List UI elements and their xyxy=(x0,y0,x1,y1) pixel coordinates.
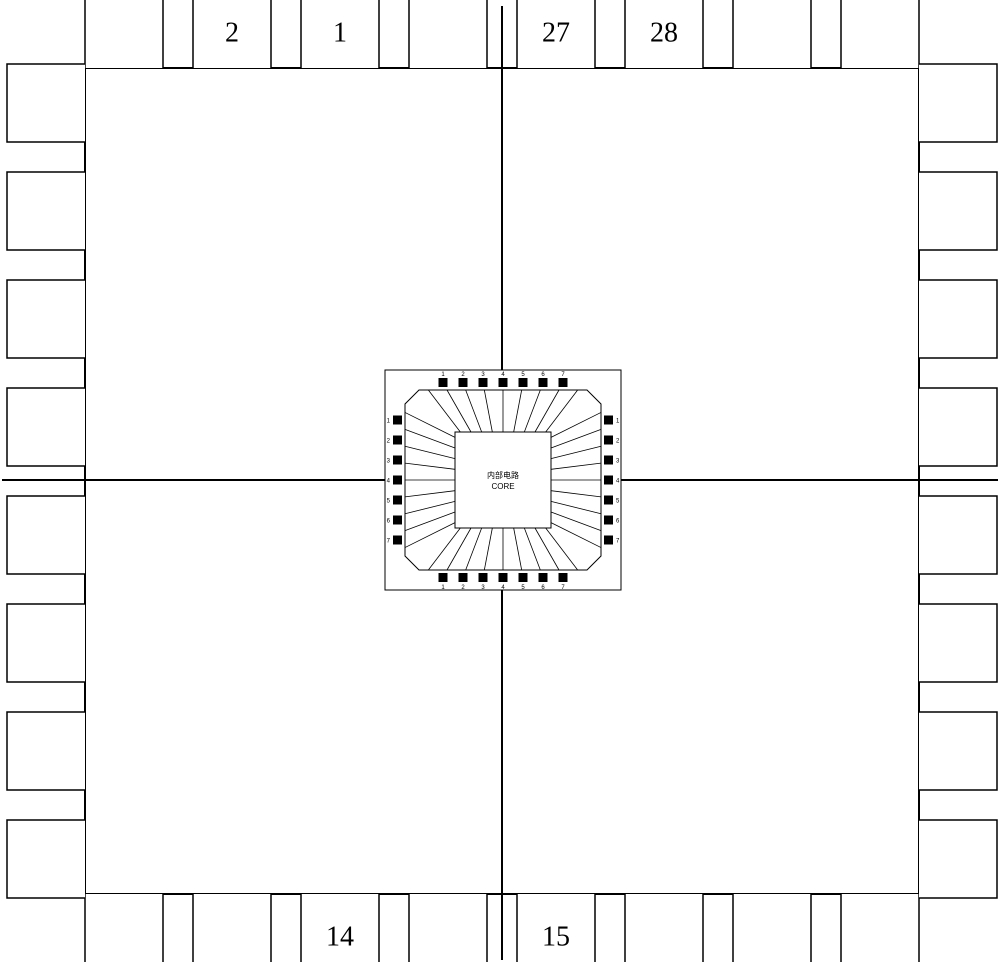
outer-pad-bottom-8 xyxy=(841,894,919,962)
outer-pad-top-4 xyxy=(409,0,487,68)
outer-pad-right-1 xyxy=(919,64,997,142)
outer-pad-left-2 xyxy=(7,172,85,250)
outer-pad-right-3 xyxy=(919,280,997,358)
die-core xyxy=(455,432,551,528)
die-pad-left-2 xyxy=(393,436,402,445)
outer-pad-bottom-6 xyxy=(625,894,703,962)
die-pad-right-2 xyxy=(604,436,613,445)
outer-pad-left-4 xyxy=(7,388,85,466)
die-pad-bottom-3 xyxy=(479,573,488,582)
die-pad-top-3 xyxy=(479,378,488,387)
outer-pad-top-8 xyxy=(841,0,919,68)
die-pad-bottom-7 xyxy=(559,573,568,582)
die-pad-left-1 xyxy=(393,416,402,425)
die-pad-bottom-6 xyxy=(539,573,548,582)
core-label-en: CORE xyxy=(491,482,514,491)
die-pad-right-1 xyxy=(604,416,613,425)
die-pad-right-6 xyxy=(604,516,613,525)
die-pad-left-6 xyxy=(393,516,402,525)
die-pad-top-5 xyxy=(519,378,528,387)
outer-pad-right-4 xyxy=(919,388,997,466)
outer-pad-top-label-5: 27 xyxy=(542,17,570,48)
die-pad-top-1 xyxy=(439,378,448,387)
outer-pad-bottom-7 xyxy=(733,894,811,962)
outer-pad-left-8 xyxy=(7,820,85,898)
die-pad-right-4 xyxy=(604,476,613,485)
outer-pad-bottom-4 xyxy=(409,894,487,962)
die-pad-bottom-1 xyxy=(439,573,448,582)
outer-pad-left-1 xyxy=(7,64,85,142)
die-pad-top-6 xyxy=(539,378,548,387)
die-pad-right-3 xyxy=(604,456,613,465)
die-pad-top-2 xyxy=(459,378,468,387)
outer-pad-left-5 xyxy=(7,496,85,574)
die-pad-bottom-5 xyxy=(519,573,528,582)
outer-pad-top-1 xyxy=(85,0,163,68)
outer-pad-right-8 xyxy=(919,820,997,898)
outer-pad-right-2 xyxy=(919,172,997,250)
outer-pad-left-7 xyxy=(7,712,85,790)
outer-pad-left-3 xyxy=(7,280,85,358)
outer-pad-left-6 xyxy=(7,604,85,682)
die-pad-right-7 xyxy=(604,536,613,545)
outer-pad-top-7 xyxy=(733,0,811,68)
die-pad-top-4 xyxy=(499,378,508,387)
core-label-cn: 内部电路 xyxy=(487,470,519,480)
outer-pad-right-5 xyxy=(919,496,997,574)
die-pad-left-5 xyxy=(393,496,402,505)
die-pad-right-5 xyxy=(604,496,613,505)
die-pad-top-7 xyxy=(559,378,568,387)
outer-pad-top-label-2: 2 xyxy=(225,17,239,48)
outer-pad-bottom-label-3: 14 xyxy=(326,921,354,952)
outer-pad-top-label-3: 1 xyxy=(333,17,347,48)
die-pad-left-3 xyxy=(393,456,402,465)
die-pad-left-7 xyxy=(393,536,402,545)
outer-pad-bottom-label-5: 15 xyxy=(542,921,570,952)
die-pad-left-4 xyxy=(393,476,402,485)
outer-pad-bottom-2 xyxy=(193,894,271,962)
outer-pad-right-6 xyxy=(919,604,997,682)
outer-pad-right-7 xyxy=(919,712,997,790)
die-pad-bottom-2 xyxy=(459,573,468,582)
die-pad-bottom-4 xyxy=(499,573,508,582)
outer-pad-bottom-1 xyxy=(85,894,163,962)
outer-pad-top-label-6: 28 xyxy=(650,17,678,48)
